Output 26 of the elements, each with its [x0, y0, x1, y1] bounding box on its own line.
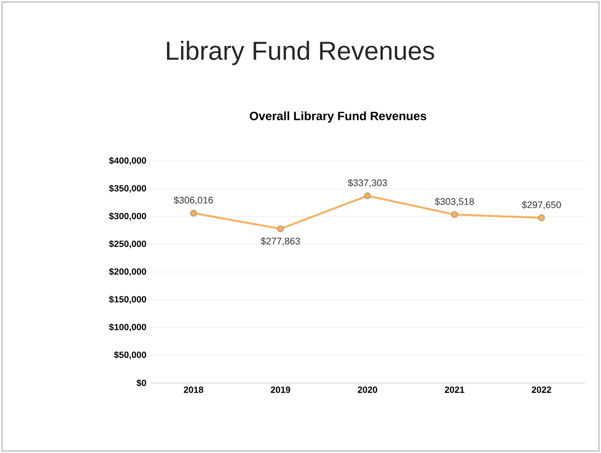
x-tick-label: 2021: [444, 386, 464, 393]
y-tick-label: $200,000: [109, 268, 146, 276]
data-label: $306,016: [174, 196, 213, 205]
x-tick-label: 2022: [532, 386, 552, 393]
y-tick-label: $350,000: [109, 184, 146, 193]
y-tick-label: $100,000: [109, 323, 146, 332]
chart-title: Library Fund Revenues: [167, 40, 434, 66]
data-label: $303,518: [434, 198, 474, 206]
data-label: $297,650: [522, 201, 561, 210]
x-tick-label: 2020: [358, 386, 378, 393]
y-tick-label: $50,000: [114, 351, 146, 360]
x-tick-label: 2018: [184, 386, 204, 393]
point: [277, 225, 284, 232]
point: [538, 214, 545, 222]
y-tick-label: $0: [136, 379, 146, 387]
y-tick-label: $150,000: [109, 296, 146, 304]
point: [451, 211, 458, 218]
point: [364, 192, 371, 200]
data-label: $277,863: [260, 237, 300, 246]
y-tick-label: $300,000: [109, 212, 146, 221]
point: [190, 210, 197, 216]
y-tick-label: $400,000: [109, 156, 146, 166]
y-tick-label: $250,000: [109, 240, 146, 248]
chart-subtitle: Overall Library Fund Revenues: [250, 111, 426, 123]
x-tick-label: 2019: [270, 386, 290, 393]
data-label: $337,303: [348, 179, 387, 188]
